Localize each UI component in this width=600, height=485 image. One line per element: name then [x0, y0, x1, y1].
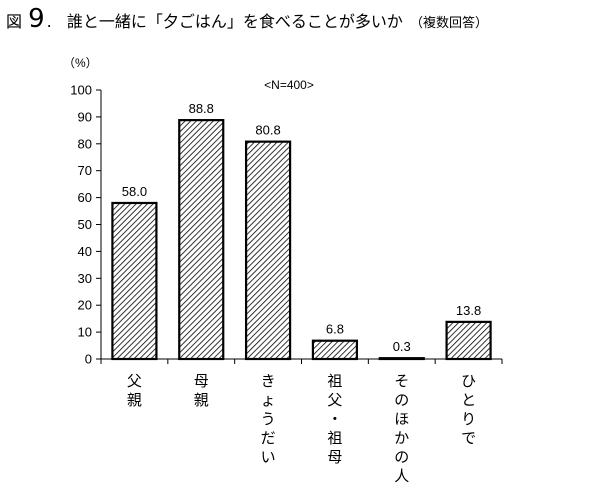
- bar: [178, 119, 225, 361]
- y-tick-label: 100: [70, 83, 92, 98]
- y-axis: 0 10 20 30 40 50 60 70 80 90 100: [70, 83, 102, 367]
- y-tick-label: 60: [78, 190, 92, 205]
- category-label: 祖父・祖母: [327, 373, 342, 466]
- category-label: きょうだい: [261, 373, 276, 466]
- y-tick-label: 20: [78, 298, 92, 313]
- bar-value-label: 6.8: [326, 322, 344, 337]
- x-axis: 父親 母親 きょうだい 祖父・祖母 そのほかの人 ひとりで: [100, 358, 503, 485]
- title-note: （複数回答）: [409, 16, 488, 31]
- category-label: 母親: [194, 373, 209, 409]
- sample-size-annotation: <N=400>: [264, 78, 314, 92]
- category-label: そのほかの人: [394, 373, 409, 485]
- y-axis-unit-label: （%）: [63, 56, 98, 70]
- bar: [111, 201, 158, 361]
- category-label: ひとりで: [461, 373, 476, 447]
- y-tick-label: 10: [78, 325, 92, 340]
- y-tick-label: 80: [78, 136, 92, 151]
- bar: [445, 320, 492, 361]
- chart-title: 図 9. 誰と一緒に「夕ごはん」を食べることが多いか （複数回答）: [6, 4, 488, 34]
- y-tick-label: 0: [85, 352, 92, 367]
- bar-value-label: 88.8: [189, 101, 214, 116]
- bar: [244, 140, 292, 361]
- y-tick-label: 70: [78, 163, 92, 178]
- figure-number: 9: [28, 4, 45, 34]
- y-tick-label: 30: [78, 271, 92, 286]
- bar-value-label: 0.3: [393, 339, 411, 354]
- bar-value-label: 80.8: [255, 123, 280, 138]
- bar: [311, 339, 359, 361]
- y-tick-label: 40: [78, 244, 92, 259]
- figure-number-dot: .: [46, 12, 52, 31]
- bar-value-label: 13.8: [456, 303, 481, 318]
- bars: 58.0 88.8 80.8 6.8 0.3 13.8: [111, 101, 492, 361]
- category-label: 父親: [127, 373, 142, 409]
- figure-prefix: 図: [6, 12, 23, 31]
- bar-value-label: 58.0: [122, 184, 147, 199]
- y-tick-label: 90: [78, 109, 92, 124]
- title-main: 誰と一緒に「夕ごはん」を食べることが多いか: [66, 12, 403, 31]
- y-tick-label: 50: [78, 217, 92, 232]
